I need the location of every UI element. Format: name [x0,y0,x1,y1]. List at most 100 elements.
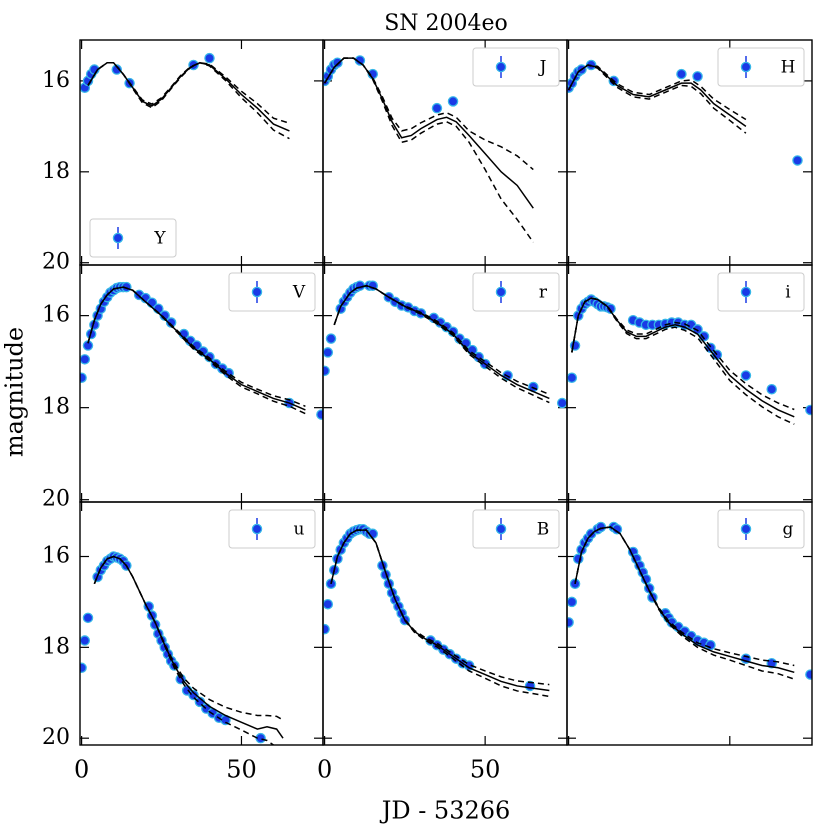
legend-marker [740,286,752,298]
x-tick-label: 0 [317,756,332,784]
model-line [93,555,284,739]
legend-label: Y [153,229,166,249]
panel: 16 18 20 V [42,264,324,512]
legend: Y [89,218,177,258]
legend-marker [251,286,263,298]
plot-area [323,280,567,409]
data-point [165,317,177,328]
data-point [805,404,812,416]
legend-label: J [538,58,547,78]
model-bound-line [93,555,275,745]
plot-area [80,281,323,420]
data-point [80,635,91,646]
y-tick-label: 18 [42,395,70,420]
plot-area [80,52,290,140]
data-point [111,64,123,75]
figure-title: SN 2004eo [384,11,508,36]
data-point [447,96,459,107]
model-bound-line [87,61,290,140]
legend-marker [251,523,263,535]
data-point [323,347,334,358]
plot-area [567,521,812,680]
model-bound-line [87,61,290,124]
panel: r [322,264,568,503]
model-bound-line [87,286,306,415]
panel: 16 18 20 Y [42,39,324,275]
legend-label: r [539,283,548,303]
model-line [571,297,795,418]
data-point [82,612,94,624]
data-point [323,365,330,377]
legend: J [472,47,560,87]
legend-box [472,272,560,312]
model-bound-line [330,529,550,686]
data-point [567,617,574,628]
y-tick-label: 18 [42,634,70,659]
legend-label: H [781,58,796,78]
legend-marker [495,286,507,298]
x-tick-label: 50 [226,756,257,784]
data-point [605,303,616,314]
legend-box [472,47,560,87]
data-point [567,596,578,608]
legend-marker [740,61,752,73]
data-point [188,689,199,701]
y-tick-label: 20 [42,250,70,275]
legend-label: i [785,283,791,303]
model-line [574,526,795,674]
data-point [204,52,215,64]
data-point [80,372,87,383]
legend-box [717,272,805,312]
data-point [80,354,91,365]
data-point [805,669,812,680]
data-point [80,662,87,674]
legend: V [228,272,316,312]
model-line [330,529,550,692]
data-point [431,102,443,114]
legend: r [472,272,560,312]
model-bound-line [333,284,550,404]
data-point [323,623,330,635]
panel: 0 50 B [317,501,568,784]
data-point [316,409,323,420]
y-tick-label: 16 [42,68,70,93]
legend-label: B [537,520,550,540]
model-bound-line [567,64,747,134]
data-point [332,57,343,68]
panel: i [566,264,813,503]
legend-marker [495,61,507,73]
legend-box [717,509,805,549]
data-point [323,598,334,610]
legend-marker [740,523,752,535]
data-point [792,155,803,166]
y-tick-label: 16 [42,544,70,569]
legend-label: u [294,520,305,540]
plot-area [80,551,284,745]
legend-label: g [783,520,794,540]
plot-area [323,524,550,698]
plot-area [567,59,803,166]
data-point [556,397,567,409]
model-bound-line [574,526,795,680]
legend-box [228,509,316,549]
panel-frame [566,501,813,746]
panel: 16 18 200 50 u [42,501,324,784]
data-point [567,372,578,383]
panel: J [322,39,568,266]
model-bound-line [571,297,795,411]
model-bound-line [330,529,550,698]
y-tick-label: 16 [42,303,70,328]
data-point [325,333,337,344]
data-point [354,55,366,66]
legend-marker [495,523,507,535]
data-point [698,331,710,342]
x-tick-label: 50 [470,756,501,784]
panel: g [566,501,813,746]
y-tick-label: 18 [42,159,70,184]
legend: g [717,509,805,549]
legend-box [717,47,805,87]
plot-area [323,55,534,243]
legend: B [472,509,560,549]
